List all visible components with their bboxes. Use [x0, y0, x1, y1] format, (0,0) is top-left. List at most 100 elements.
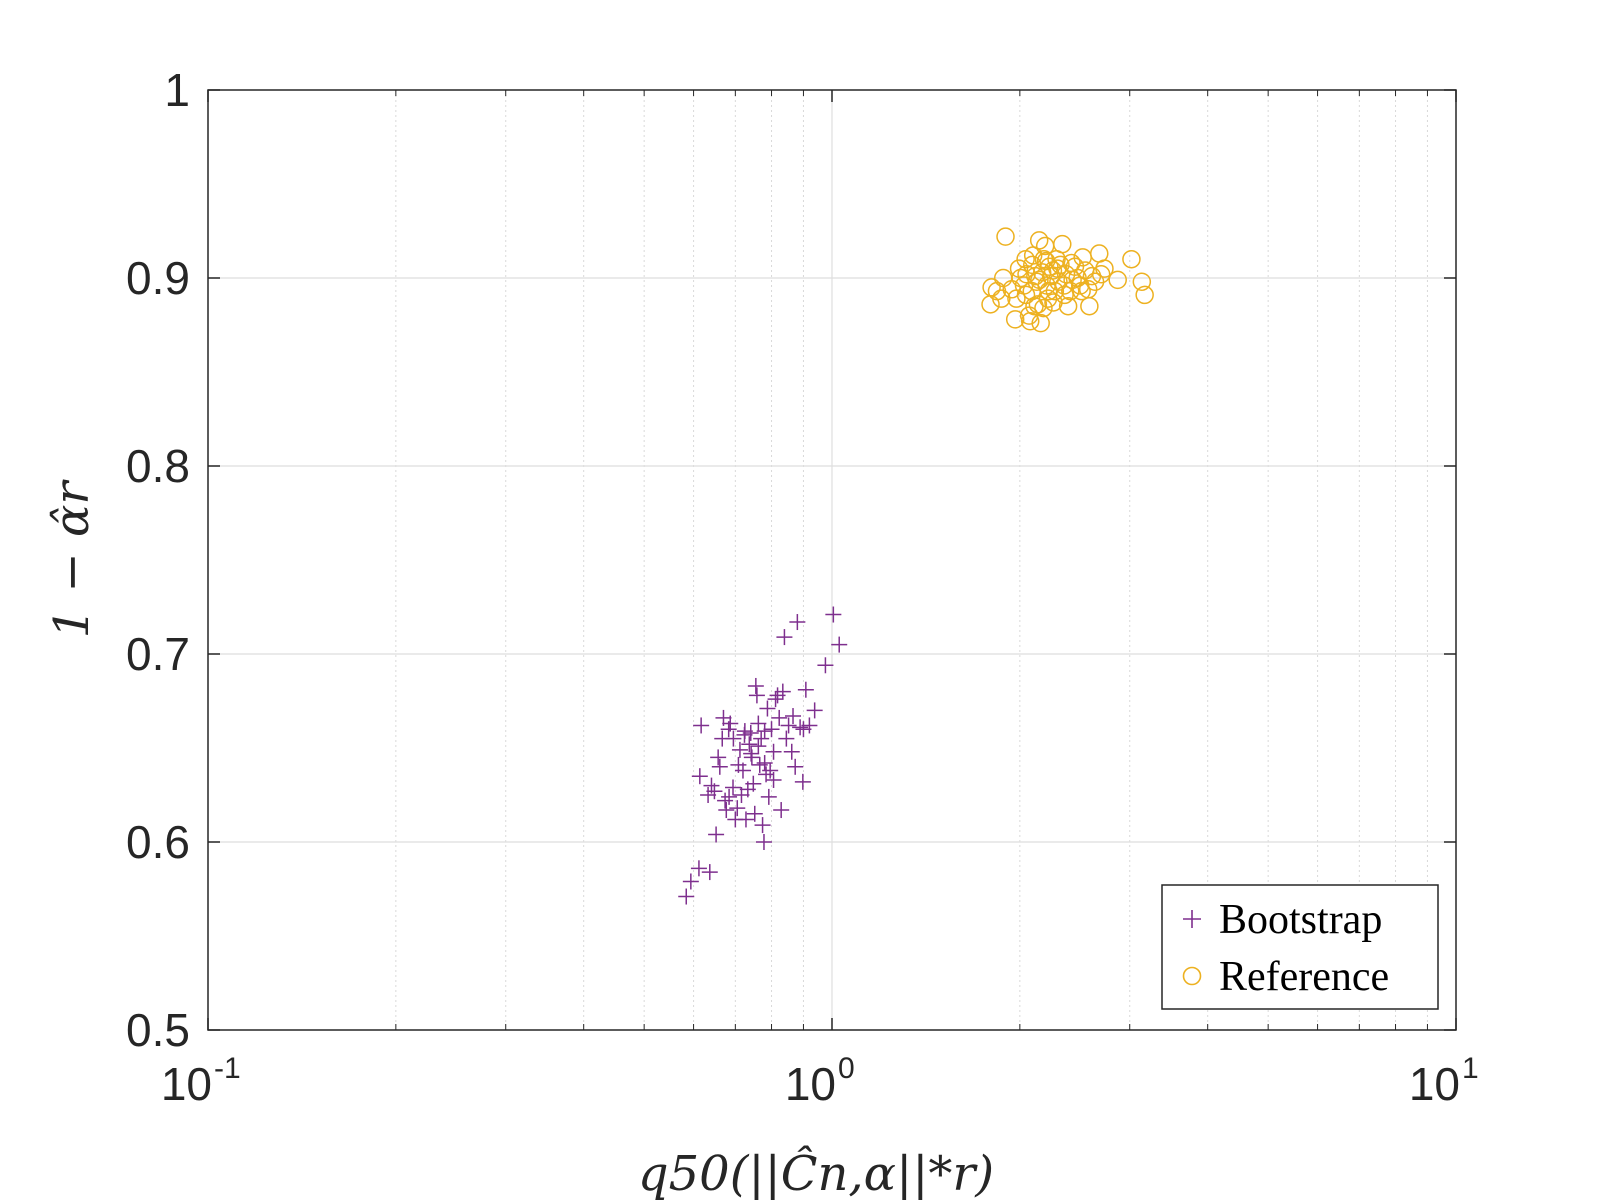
bootstrap-point — [682, 873, 699, 890]
reference-point — [1072, 281, 1091, 301]
bootstrap-point — [765, 771, 782, 788]
reference-point — [996, 227, 1015, 246]
bootstrap-point — [737, 811, 754, 828]
x-tick-label-base: 10 — [785, 1058, 836, 1110]
bootstrap-point — [754, 817, 771, 834]
bootstrap-point — [783, 743, 800, 760]
x-axis-label-text: q50(||Ĉn,α||*r) — [638, 1144, 994, 1200]
reference-point — [1031, 313, 1050, 333]
reference-point — [1053, 234, 1072, 254]
x-tick-label: 10 -1 — [161, 1052, 241, 1110]
reference-point — [992, 289, 1011, 308]
reference-point — [1095, 259, 1114, 278]
bootstrap-point — [797, 681, 814, 698]
legend-item-reference[interactable]: Reference — [1182, 954, 1390, 1000]
legend-label-bootstrap: Bootstrap — [1219, 897, 1382, 943]
bootstrap-point — [767, 691, 784, 708]
y-tick-label: 0.6 — [126, 816, 190, 868]
x-tick-label: 10 0 — [785, 1052, 855, 1110]
y-tick-label: 0.8 — [126, 440, 190, 492]
reference-point — [1025, 296, 1044, 316]
reference-point — [1080, 296, 1099, 316]
reference-point — [1028, 295, 1048, 314]
bootstrap-point — [771, 709, 788, 726]
bootstrap-point — [678, 888, 695, 905]
bootstrap-point — [750, 715, 767, 732]
y-tick-label: 0.7 — [126, 628, 190, 680]
bootstrap-point — [825, 606, 842, 623]
series-bootstrap — [678, 606, 848, 905]
bootstrap-point — [718, 802, 735, 819]
legend-marker-bootstrap — [1183, 910, 1201, 928]
legend-marker-reference — [1182, 966, 1202, 986]
bootstrap-point — [787, 758, 804, 775]
bootstrap-point — [748, 687, 765, 704]
legend-label-reference: Reference — [1219, 954, 1389, 1000]
x-tick-label-base: 10 — [161, 1058, 212, 1110]
bootstrap-point — [795, 721, 812, 738]
reference-point — [1023, 255, 1042, 275]
bootstrap-point — [745, 775, 762, 792]
bootstrap-point — [831, 636, 848, 653]
reference-point — [1039, 281, 1058, 301]
bootstrap-point — [763, 721, 780, 738]
bootstrap-point — [773, 802, 790, 819]
reference-point — [1132, 272, 1152, 292]
reference-point — [1017, 264, 1036, 284]
reference-point — [1048, 259, 1067, 278]
bootstrap-point — [711, 758, 728, 775]
reference-point — [1034, 249, 1054, 269]
bootstrap-point — [794, 773, 811, 790]
bootstrap-point — [725, 779, 742, 796]
bootstrap-point — [741, 736, 758, 753]
bootstrap-point — [774, 683, 791, 700]
bootstrap-point — [730, 756, 747, 773]
bootstrap-point — [746, 805, 763, 822]
grid — [208, 90, 1456, 1030]
x-tick-label-exponent: -1 — [214, 1052, 241, 1085]
data-points — [678, 227, 1154, 905]
x-tick-label-base: 10 — [1409, 1058, 1460, 1110]
reference-point — [1029, 231, 1049, 250]
reference-point — [1005, 310, 1025, 329]
reference-point — [1030, 270, 1049, 290]
y-tick-label: 1 — [164, 64, 190, 116]
bootstrap-point — [755, 834, 772, 850]
reference-point — [1108, 270, 1127, 290]
legend[interactable]: Bootstrap Reference — [1161, 884, 1439, 1010]
reference-point — [1091, 264, 1111, 284]
bootstrap-point — [780, 717, 797, 734]
bootstrap-point — [806, 702, 823, 719]
bootstrap-point — [760, 788, 777, 805]
bootstrap-point — [706, 783, 723, 800]
bootstrap-point — [747, 677, 764, 694]
bootstrap-point — [759, 700, 776, 717]
reference-point — [1122, 249, 1141, 269]
bootstrap-point — [750, 738, 767, 755]
bootstrap-point — [722, 715, 739, 732]
reference-point — [1135, 285, 1154, 305]
reference-point — [1051, 255, 1070, 275]
bootstrap-point — [691, 768, 708, 785]
bootstrap-point — [736, 723, 753, 740]
reference-point — [982, 278, 1001, 297]
bootstrap-point — [729, 800, 746, 817]
y-axis-label: 1 − α̂r — [44, 479, 100, 639]
x-axis-label: q50(||Ĉn,α||*r) — [638, 1144, 994, 1200]
legend-item-bootstrap[interactable]: Bootstrap — [1183, 897, 1382, 943]
bootstrap-point — [792, 719, 809, 736]
x-tick-label-exponent: 1 — [1462, 1052, 1479, 1085]
bootstrap-point — [776, 629, 793, 646]
reference-point — [1058, 296, 1078, 316]
bootstrap-point — [778, 730, 795, 747]
axis-ticks — [207, 89, 1457, 1031]
series-reference — [981, 227, 1154, 333]
bootstrap-point — [693, 717, 710, 734]
bootstrap-point — [708, 826, 725, 843]
bootstrap-point — [743, 745, 760, 762]
bootstrap-point — [710, 749, 727, 766]
bootstrap-point — [700, 787, 717, 803]
tick-labels: 10 -1 10 0 10 10.50.60.70.80.91 — [126, 64, 1479, 1110]
bootstrap-point — [717, 792, 734, 809]
